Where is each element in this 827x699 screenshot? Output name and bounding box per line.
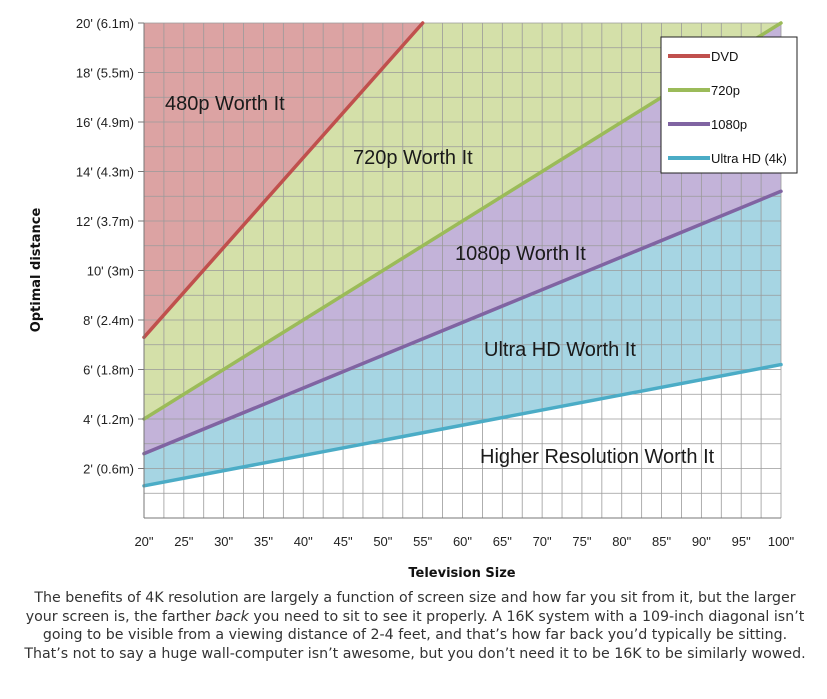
series-line-ultra-hd-4k — [142, 362, 783, 488]
chart-series-lines — [142, 21, 783, 488]
y-tick-label: 20' (6.1m) — [76, 16, 134, 31]
x-axis-title: Television Size — [408, 566, 515, 581]
x-tick-label: 25" — [174, 534, 193, 549]
region-labels: 480p Worth It 720p Worth It 1080p Worth It… — [165, 93, 715, 468]
legend-label: Ultra HD (4k) — [711, 151, 787, 166]
y-axis-title: Optimal distance — [29, 208, 44, 333]
x-tick-label: 45" — [334, 534, 353, 549]
y-tick-label: 4' (1.2m) — [83, 412, 134, 427]
x-tick-label: 60" — [453, 534, 472, 549]
y-tick-label: 16' (4.9m) — [76, 115, 134, 130]
x-tick-label: 75" — [572, 534, 591, 549]
region-label: 480p Worth It — [165, 93, 285, 115]
y-tick-label: 14' (4.3m) — [76, 165, 134, 180]
x-tick-label: 65" — [493, 534, 512, 549]
y-tick-label: 10' (3m) — [87, 264, 134, 279]
legend-label: 720p — [711, 83, 740, 98]
chart-legend: DVD 720p 1080p Ultra HD (4k) — [660, 36, 798, 174]
x-tick-label: 100" — [768, 534, 795, 549]
x-tick-labels: 20" 25" 30" 35" 40" 45" 50" 55" 60" 65" 70" 75" 80" 8… — [134, 534, 794, 549]
x-tick-label: 85" — [652, 534, 671, 549]
y-tick-label: 18' (5.5m) — [76, 66, 134, 81]
chart-grid — [144, 22, 782, 518]
x-tick-label: 30" — [214, 534, 233, 549]
x-tick-label: 70" — [533, 534, 552, 549]
y-tick-label: 2' (0.6m) — [83, 462, 134, 477]
legend-label: 1080p — [711, 117, 747, 132]
x-tick-label: 80" — [612, 534, 631, 549]
caption-text-before: The benefits of 4K resolution are largel… — [25, 590, 796, 625]
x-tick-label: 90" — [692, 534, 711, 549]
legend-label: DVD — [711, 49, 738, 64]
x-tick-label: 40" — [294, 534, 313, 549]
y-tick-label: 12' (3.7m) — [76, 214, 134, 229]
y-tick-label: 8' (2.4m) — [83, 313, 134, 328]
series-line-1080p — [142, 189, 783, 456]
region-label: 720p Worth It — [353, 147, 473, 169]
region-label: Ultra HD Worth It — [484, 339, 636, 361]
x-tick-label: 95" — [732, 534, 751, 549]
x-tick-label: 55" — [413, 534, 432, 549]
series-line-dvd — [142, 21, 425, 340]
caption-emphasis: back — [215, 608, 249, 625]
y-tick-label: 6' (1.8m) — [83, 363, 134, 378]
region-label: Higher Resolution Worth It — [480, 446, 715, 468]
resolution-distance-chart: 2' (0.6m) 4' (1.2m) 6' (1.8m) 8' (2.4m) 10' … — [29, 16, 798, 581]
x-tick-label: 35" — [254, 534, 273, 549]
caption-text-after: you need to sit to see it properly. A 16… — [24, 608, 806, 662]
x-tick-label: 50" — [373, 534, 392, 549]
chart-axes — [138, 22, 781, 519]
region-label: 1080p Worth It — [455, 243, 586, 265]
x-tick-label: 20" — [134, 534, 153, 549]
figure-caption: The benefits of 4K resolution are largel… — [20, 589, 810, 663]
y-tick-labels: 2' (0.6m) 4' (1.2m) 6' (1.8m) 8' (2.4m) 10' … — [76, 16, 134, 477]
legend-box — [660, 36, 798, 174]
